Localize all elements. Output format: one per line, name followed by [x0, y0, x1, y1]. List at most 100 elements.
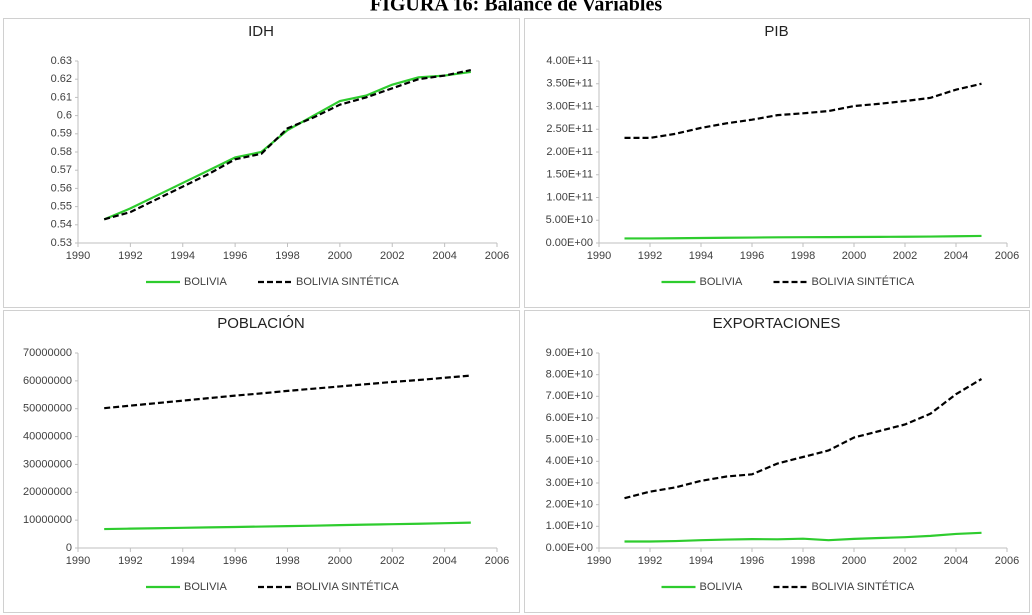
- x-tick-label: 1994: [171, 555, 195, 567]
- legend-label: BOLIVIA: [700, 581, 743, 593]
- y-tick-label: 0.57: [51, 164, 72, 176]
- y-tick-label: 1.00E+11: [546, 191, 593, 203]
- panel-frame: [524, 18, 1030, 308]
- figure-title: FIGURA 16: Balance de Variables: [370, 0, 662, 16]
- x-tick-label: 1996: [223, 250, 247, 262]
- x-tick-label: 1990: [66, 555, 90, 567]
- y-tick-label: 30000000: [23, 458, 72, 470]
- y-tick-label: 2.00E+10: [546, 499, 593, 511]
- legend-label: BOLIVIA SINTÉTICA: [296, 580, 399, 593]
- x-tick-label: 2002: [893, 250, 917, 262]
- x-tick-label: 1998: [791, 555, 815, 567]
- y-tick-label: 5.00E+10: [546, 214, 593, 226]
- series-line: [624, 378, 983, 500]
- chart-title: EXPORTACIONES: [713, 315, 841, 332]
- x-tick-label: 1994: [689, 250, 713, 262]
- series-line: [624, 234, 982, 240]
- legend-label: BOLIVIA: [700, 276, 743, 288]
- legend-label: BOLIVIA: [184, 276, 227, 288]
- y-tick-label: 2.50E+11: [546, 123, 593, 135]
- x-tick-label: 2000: [328, 555, 352, 567]
- x-tick-label: 2006: [485, 250, 509, 262]
- x-tick-label: 1998: [791, 250, 815, 262]
- y-tick-label: 0.63: [51, 55, 72, 67]
- y-tick-label: 3.00E+10: [546, 477, 593, 489]
- x-tick-label: 1990: [66, 250, 90, 262]
- y-tick-label: 0.55: [51, 201, 72, 213]
- chart-title: POBLACIÓN: [217, 315, 305, 332]
- x-tick-label: 1994: [171, 250, 195, 262]
- y-tick-label: 1.00E+10: [546, 520, 593, 532]
- x-tick-label: 1990: [587, 555, 611, 567]
- x-tick-label: 1994: [689, 555, 713, 567]
- y-tick-label: 6.00E+10: [546, 412, 593, 424]
- y-tick-label: 0.56: [51, 182, 72, 194]
- legend-label: BOLIVIA: [184, 581, 227, 593]
- y-tick-label: 50000000: [23, 403, 72, 415]
- y-tick-label: 10000000: [23, 514, 72, 526]
- y-tick-label: 0.61: [51, 91, 72, 103]
- x-tick-label: 2004: [432, 555, 456, 567]
- chart-title: PIB: [764, 23, 788, 40]
- x-tick-label: 2004: [432, 250, 456, 262]
- x-tick-label: 1996: [223, 555, 247, 567]
- x-tick-label: 1998: [275, 250, 299, 262]
- x-tick-label: 2006: [995, 555, 1019, 567]
- y-tick-label: 5.00E+10: [546, 434, 593, 446]
- y-tick-label: 0.54: [51, 219, 72, 231]
- x-tick-label: 1992: [118, 555, 142, 567]
- x-tick-label: 1998: [275, 555, 299, 567]
- y-tick-label: 7.00E+10: [546, 390, 593, 402]
- x-tick-label: 1992: [638, 555, 662, 567]
- y-tick-label: 0.62: [51, 73, 72, 85]
- y-tick-label: 9.00E+10: [546, 347, 593, 359]
- x-tick-label: 2002: [380, 555, 404, 567]
- y-tick-label: 2.00E+11: [546, 146, 593, 158]
- legend-label: BOLIVIA SINTÉTICA: [812, 580, 915, 593]
- x-tick-label: 2006: [485, 555, 509, 567]
- y-tick-label: 4.00E+11: [546, 55, 593, 67]
- panel-frame: [3, 18, 520, 308]
- x-tick-label: 1990: [587, 250, 611, 262]
- x-tick-label: 1992: [118, 250, 142, 262]
- series-line: [624, 531, 982, 543]
- x-tick-label: 2002: [380, 250, 404, 262]
- y-tick-label: 40000000: [23, 430, 72, 442]
- y-tick-label: 4.00E+10: [546, 455, 593, 467]
- chart-title: IDH: [248, 23, 274, 40]
- y-tick-label: 1.50E+11: [546, 169, 593, 181]
- x-tick-label: 2004: [944, 250, 968, 262]
- x-tick-label: 2000: [842, 555, 866, 567]
- y-tick-label: 0.53: [51, 237, 72, 249]
- y-tick-label: 8.00E+10: [546, 369, 593, 381]
- x-tick-label: 2000: [842, 250, 866, 262]
- y-tick-label: 70000000: [23, 347, 72, 359]
- x-tick-label: 2002: [893, 555, 917, 567]
- y-tick-label: 0.58: [51, 146, 72, 158]
- y-tick-label: 0: [66, 542, 72, 554]
- legend-label: BOLIVIA SINTÉTICA: [812, 275, 915, 288]
- panel-frame: [524, 310, 1030, 613]
- y-tick-label: 0.00E+00: [546, 237, 593, 249]
- x-tick-label: 2000: [328, 250, 352, 262]
- series-line: [103, 69, 472, 221]
- series-line: [104, 374, 471, 410]
- series-line: [624, 82, 982, 139]
- x-tick-label: 1996: [740, 555, 764, 567]
- series-line: [103, 70, 471, 221]
- y-tick-label: 20000000: [23, 486, 72, 498]
- y-tick-label: 3.00E+11: [546, 100, 593, 112]
- y-tick-label: 0.59: [51, 128, 72, 140]
- x-tick-label: 1996: [740, 250, 764, 262]
- y-tick-label: 60000000: [23, 375, 72, 387]
- x-tick-label: 1992: [638, 250, 662, 262]
- x-tick-label: 2004: [944, 555, 968, 567]
- y-tick-label: 3.50E+11: [546, 78, 593, 90]
- panel-frame: [3, 310, 520, 613]
- y-tick-label: 0.00E+00: [546, 542, 593, 554]
- y-tick-label: 0.6: [57, 110, 72, 122]
- series-line: [104, 521, 471, 531]
- x-tick-label: 2006: [995, 250, 1019, 262]
- legend-label: BOLIVIA SINTÉTICA: [296, 275, 399, 288]
